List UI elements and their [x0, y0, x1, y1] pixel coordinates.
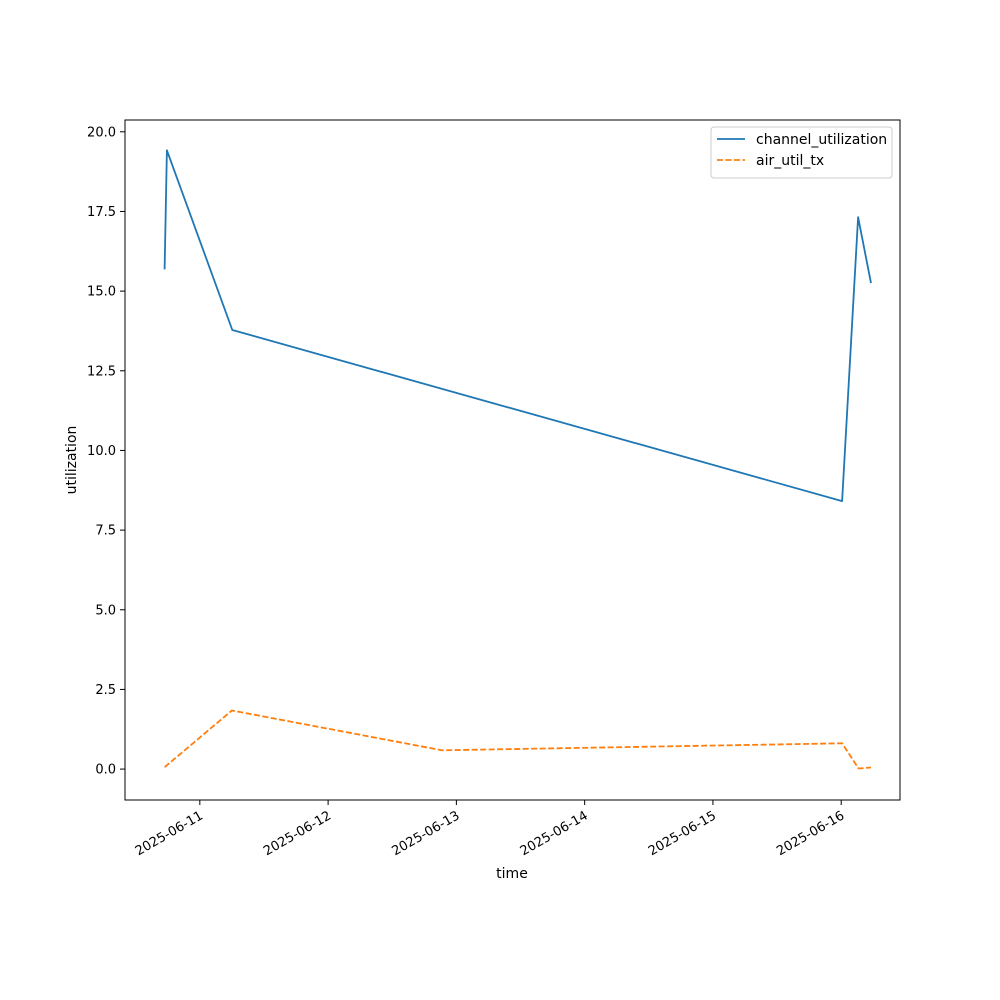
plot-frame	[124, 119, 901, 801]
legend: channel_utilization air_util_tx	[710, 126, 893, 179]
plot-area	[125, 120, 900, 800]
y-tick-label: 10.0	[87, 444, 116, 459]
y-tick-label: 5.0	[95, 603, 116, 618]
y-axis-label: utilization	[64, 426, 80, 495]
y-tick-label: 2.5	[95, 683, 116, 698]
series-layer	[163, 149, 872, 770]
series-line-channel_utilization	[163, 149, 872, 503]
series-line-air_util_tx	[164, 709, 872, 770]
y-axis: 0.0 2.5 5.0 7.5 10.0 12.5 15.0 17.5 20.0	[87, 125, 125, 778]
y-tick-label: 12.5	[87, 364, 116, 379]
legend-label-air_util_tx: air_util_tx	[756, 153, 824, 169]
y-tick-label: 20.0	[87, 125, 116, 140]
legend-box	[710, 126, 893, 179]
y-tick-label: 0.0	[95, 763, 116, 778]
legend-label-channel_utilization: channel_utilization	[756, 132, 887, 148]
x-axis-label: time	[496, 866, 528, 882]
y-tick-label: 7.5	[95, 524, 116, 539]
y-tick-label: 17.5	[87, 205, 116, 220]
y-tick-label: 15.0	[87, 285, 116, 300]
